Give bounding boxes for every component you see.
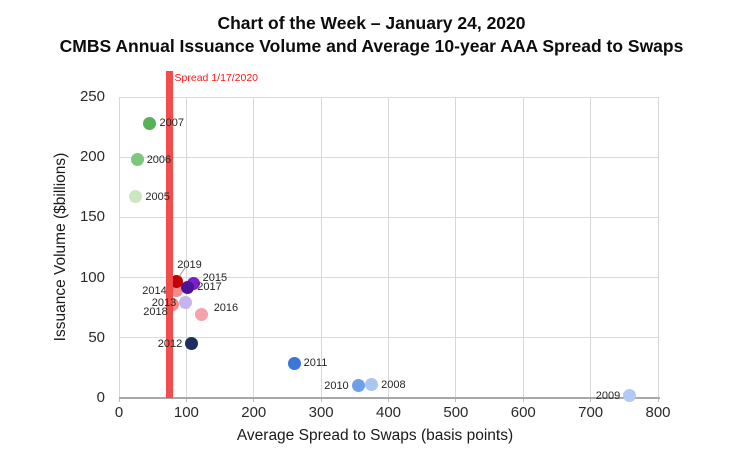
x-axis-title: Average Spread to Swaps (basis points): [236, 427, 514, 444]
y-tick-label: 0: [96, 389, 105, 406]
v-gridline: [388, 97, 389, 398]
x-tick: [455, 398, 457, 402]
x-tick: [388, 398, 389, 402]
data-point-label-2015: 2015: [202, 271, 228, 284]
data-point-2006: [130, 153, 144, 167]
y-tick-label: 250: [79, 88, 105, 105]
x-tick: [320, 398, 322, 402]
x-tick: [590, 398, 592, 402]
data-point-label-2018: 2018: [143, 306, 168, 319]
x-axis-line: [119, 397, 660, 399]
x-tick-label: 500: [443, 404, 469, 421]
x-tick: [657, 398, 659, 402]
data-point-label-2013: 2013: [151, 296, 177, 309]
x-tick-label: 300: [308, 404, 334, 421]
v-gridline: [657, 97, 659, 398]
data-point-2007: [143, 116, 157, 130]
reference-line: [166, 71, 174, 398]
y-tick-label: 100: [79, 268, 105, 286]
data-point-label-2016: 2016: [213, 301, 239, 314]
y-tick-label: 150: [79, 208, 105, 226]
x-tick-label: 400: [375, 404, 402, 421]
x-tick-label: 200: [241, 404, 267, 421]
v-gridline: [118, 97, 120, 398]
y-tick-label: 200: [79, 148, 105, 166]
x-tick-label: 100: [173, 404, 199, 421]
data-point-2016: [194, 308, 208, 322]
data-point-label-2011: 2011: [303, 357, 328, 370]
data-point-2005: [129, 190, 143, 204]
data-point-label-2007: 2007: [159, 117, 184, 130]
data-point-label-2009: 2009: [595, 389, 621, 402]
data-point-label-2014: 2014: [142, 284, 167, 297]
v-gridline: [590, 97, 592, 398]
y-tick-label: 50: [88, 328, 105, 346]
data-point-label-2019: 2019: [177, 258, 202, 271]
x-tick-label: 0: [114, 404, 124, 421]
data-point-label-2006: 2006: [146, 153, 172, 166]
data-point-label-2010: 2010: [324, 379, 349, 392]
v-gridline: [455, 97, 457, 398]
v-gridline: [253, 97, 255, 398]
x-tick-label: 600: [510, 404, 536, 421]
data-point-2009: [623, 389, 637, 403]
v-gridline: [522, 97, 524, 398]
x-tick-label: 700: [578, 404, 604, 421]
data-point-2017: [181, 280, 195, 294]
data-point-2008: [365, 378, 379, 392]
data-point-2011: [287, 356, 301, 370]
x-tick: [118, 398, 120, 402]
data-point-label-2017: 2017: [197, 281, 222, 294]
reference-line-label: Spread 1/17/2020: [174, 72, 259, 84]
v-gridline: [320, 97, 322, 398]
data-point-label-2008: 2008: [381, 378, 406, 391]
x-tick: [185, 398, 187, 402]
data-point-2013: [179, 296, 193, 310]
x-tick-label: 800: [645, 404, 671, 421]
x-tick: [522, 398, 524, 402]
data-point-2010: [351, 379, 365, 393]
data-point-2012: [185, 337, 199, 351]
v-gridline: [185, 97, 187, 398]
chart-subtitle: CMBS Annual Issuance Volume and Average …: [59, 36, 684, 56]
data-point-label-2005: 2005: [145, 190, 170, 203]
x-tick: [253, 398, 255, 402]
data-point-label-2012: 2012: [157, 337, 183, 350]
chart-title: Chart of the Week – January 24, 2020: [217, 13, 526, 33]
